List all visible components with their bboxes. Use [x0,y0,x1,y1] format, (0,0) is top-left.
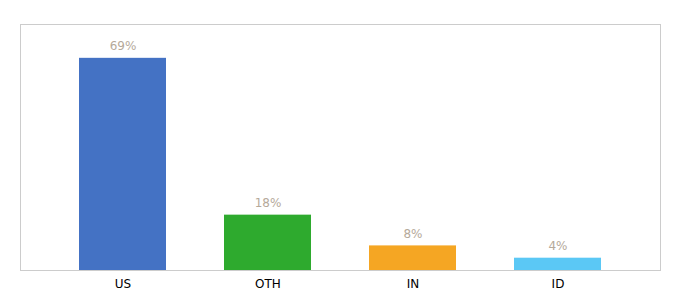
svg-text:IN: IN [407,277,420,291]
svg-text:US: US [115,277,131,291]
svg-text:18%: 18% [255,196,282,210]
svg-text:69%: 69% [110,39,137,53]
svg-text:OTH: OTH [255,277,281,291]
svg-text:4%: 4% [548,239,567,253]
svg-text:ID: ID [552,277,565,291]
svg-text:8%: 8% [403,227,422,241]
